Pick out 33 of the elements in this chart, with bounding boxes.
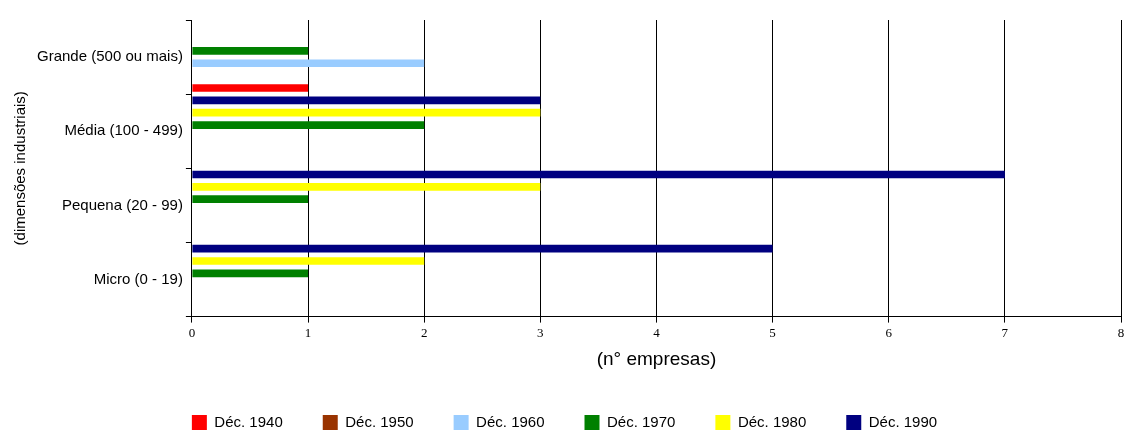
bar <box>192 170 1005 179</box>
legend-label: Déc. 1940 <box>214 412 283 430</box>
x-tick-label: 4 <box>653 324 661 340</box>
bar <box>192 59 425 68</box>
bar <box>192 257 425 265</box>
x-tick-label: 2 <box>420 324 428 340</box>
x-axis-title: (n° empresas) <box>596 347 717 369</box>
bar <box>192 47 309 55</box>
bar <box>192 183 541 191</box>
y-tick-label: Pequena (20 - 99) <box>61 195 183 213</box>
x-tick-label: 6 <box>885 324 893 340</box>
bar <box>192 269 309 278</box>
y-axis-title: (dimensões industriais) <box>11 91 29 246</box>
bar <box>192 108 541 117</box>
x-tick-label: 1 <box>304 324 312 340</box>
legend-label: Déc. 1990 <box>868 412 938 430</box>
legend-label: Déc. 1960 <box>476 412 545 430</box>
bar <box>192 96 541 105</box>
y-tick-label: Média (100 - 499) <box>64 121 183 139</box>
x-tick-label: 8 <box>1117 324 1125 340</box>
legend-label: Déc. 1980 <box>737 412 807 430</box>
y-tick-label: Grande (500 ou mais) <box>37 47 183 65</box>
x-tick-label: 7 <box>1001 324 1009 340</box>
legend-label: Déc. 1970 <box>607 412 676 430</box>
x-tick-label: 3 <box>537 324 544 340</box>
bar <box>192 121 425 129</box>
x-tick-label: 5 <box>769 324 776 340</box>
bar <box>192 195 309 204</box>
bar <box>192 244 773 253</box>
legend-label: Déc. 1950 <box>345 412 414 430</box>
bar <box>192 84 309 92</box>
x-tick-label: 0 <box>188 324 196 340</box>
y-tick-label: Micro (0 - 19) <box>93 269 183 287</box>
